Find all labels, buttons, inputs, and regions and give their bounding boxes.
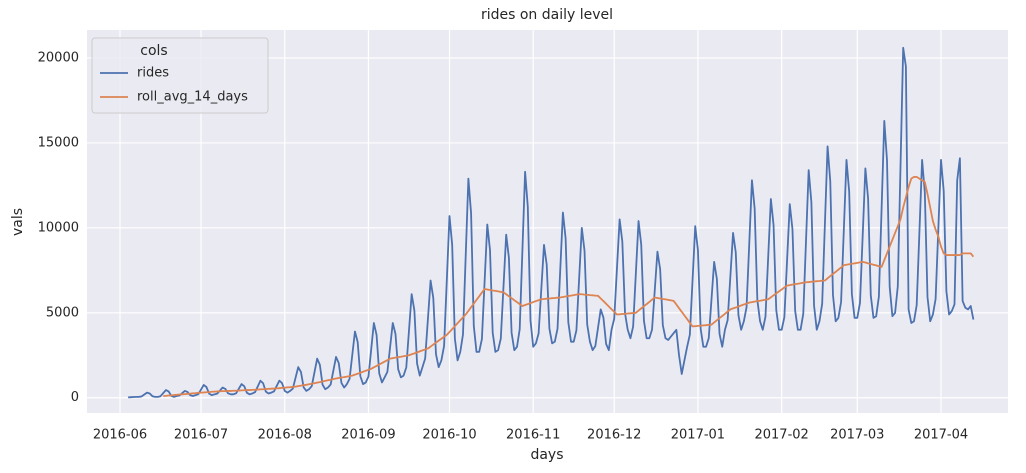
x-tick-label: 2016-10 <box>422 428 476 443</box>
legend-label: roll_avg_14_days <box>137 90 248 105</box>
y-tick-label: 0 <box>71 390 79 405</box>
x-tick-label: 2016-09 <box>341 428 395 443</box>
x-tick-label: 2016-08 <box>258 428 312 443</box>
x-tick-label: 2016-07 <box>174 428 228 443</box>
x-tick-label: 2017-04 <box>914 428 968 443</box>
y-axis-label: vals <box>10 208 26 236</box>
lines <box>128 46 975 399</box>
line-series <box>128 46 975 399</box>
x-tick-label: 2017-03 <box>830 428 884 443</box>
x-tick-label: 2017-02 <box>754 428 808 443</box>
y-tick-label: 15000 <box>38 135 79 150</box>
chart-title: rides on daily level <box>481 7 613 23</box>
legend-label: rides <box>137 66 169 81</box>
y-tick-label: 5000 <box>46 305 79 320</box>
x-axis-label: days <box>530 447 563 463</box>
legend-title: cols <box>140 43 167 59</box>
legend: cols rides roll_avg_14_days <box>91 37 269 114</box>
legend-box <box>91 37 269 114</box>
x-tick-label: 2016-06 <box>93 428 147 443</box>
line-series <box>163 176 975 397</box>
y-tick-label: 20000 <box>38 51 79 66</box>
x-tick-label: 2016-12 <box>587 428 641 443</box>
x-tick-label: 2017-01 <box>671 428 725 443</box>
y-tick-label: 10000 <box>38 220 79 235</box>
x-tick-label: 2016-11 <box>506 428 560 443</box>
